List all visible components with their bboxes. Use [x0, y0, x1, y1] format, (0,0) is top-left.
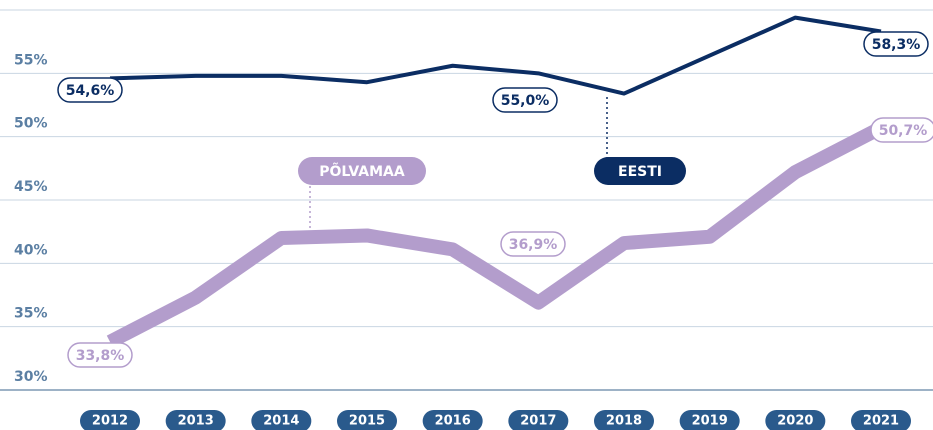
value-label-box: [863, 31, 929, 57]
series-line: [109, 15, 882, 96]
x-tick-label: 2016: [435, 414, 471, 429]
x-tick-pill: [422, 410, 483, 430]
x-tick-label: 2020: [777, 414, 813, 429]
x-tick-pill: [851, 410, 911, 430]
y-tick-label: 30%: [14, 369, 48, 385]
x-tick-pill: [508, 410, 569, 430]
value-label: 54,6%: [66, 83, 115, 99]
x-tick-label: 2014: [263, 414, 299, 429]
x-tick-label: 2012: [92, 414, 128, 429]
x-tick-pill: [679, 410, 740, 430]
value-label-box: [492, 87, 558, 113]
value-label: 50,7%: [879, 123, 928, 139]
x-tick-label: 2019: [692, 414, 728, 429]
x-tick-label: 2021: [863, 414, 899, 429]
y-tick-label: 45%: [14, 179, 48, 195]
value-label-box: [67, 342, 133, 368]
x-tick-label: 2018: [606, 414, 642, 429]
x-tick-pill: [80, 410, 140, 430]
x-tick-pill: [594, 410, 654, 430]
legend-badge: [298, 157, 426, 185]
value-label: 55,0%: [501, 93, 550, 109]
x-tick-label: 2013: [178, 414, 214, 429]
legend-badge: [594, 157, 686, 185]
value-label: 33,8%: [76, 348, 125, 364]
value-label-box: [500, 231, 566, 257]
x-tick-pill: [251, 410, 312, 430]
x-tick-label: 2015: [349, 414, 385, 429]
y-tick-label: 35%: [14, 306, 48, 322]
y-tick-label: 55%: [14, 52, 48, 68]
y-tick-label: 50%: [14, 116, 48, 132]
series-line: [106, 121, 885, 349]
x-tick-label: 2017: [520, 414, 556, 429]
value-label-box: [57, 77, 123, 103]
y-tick-label: 40%: [14, 242, 48, 258]
value-label: 58,3%: [872, 37, 921, 53]
legend-label: PÕLVAMAA: [319, 162, 405, 180]
value-label-box: [870, 117, 933, 143]
legend-label: EESTI: [618, 164, 662, 180]
x-tick-pill: [765, 410, 826, 430]
x-tick-pill: [337, 410, 397, 430]
x-tick-pill: [165, 410, 226, 430]
value-label: 36,9%: [509, 237, 558, 253]
